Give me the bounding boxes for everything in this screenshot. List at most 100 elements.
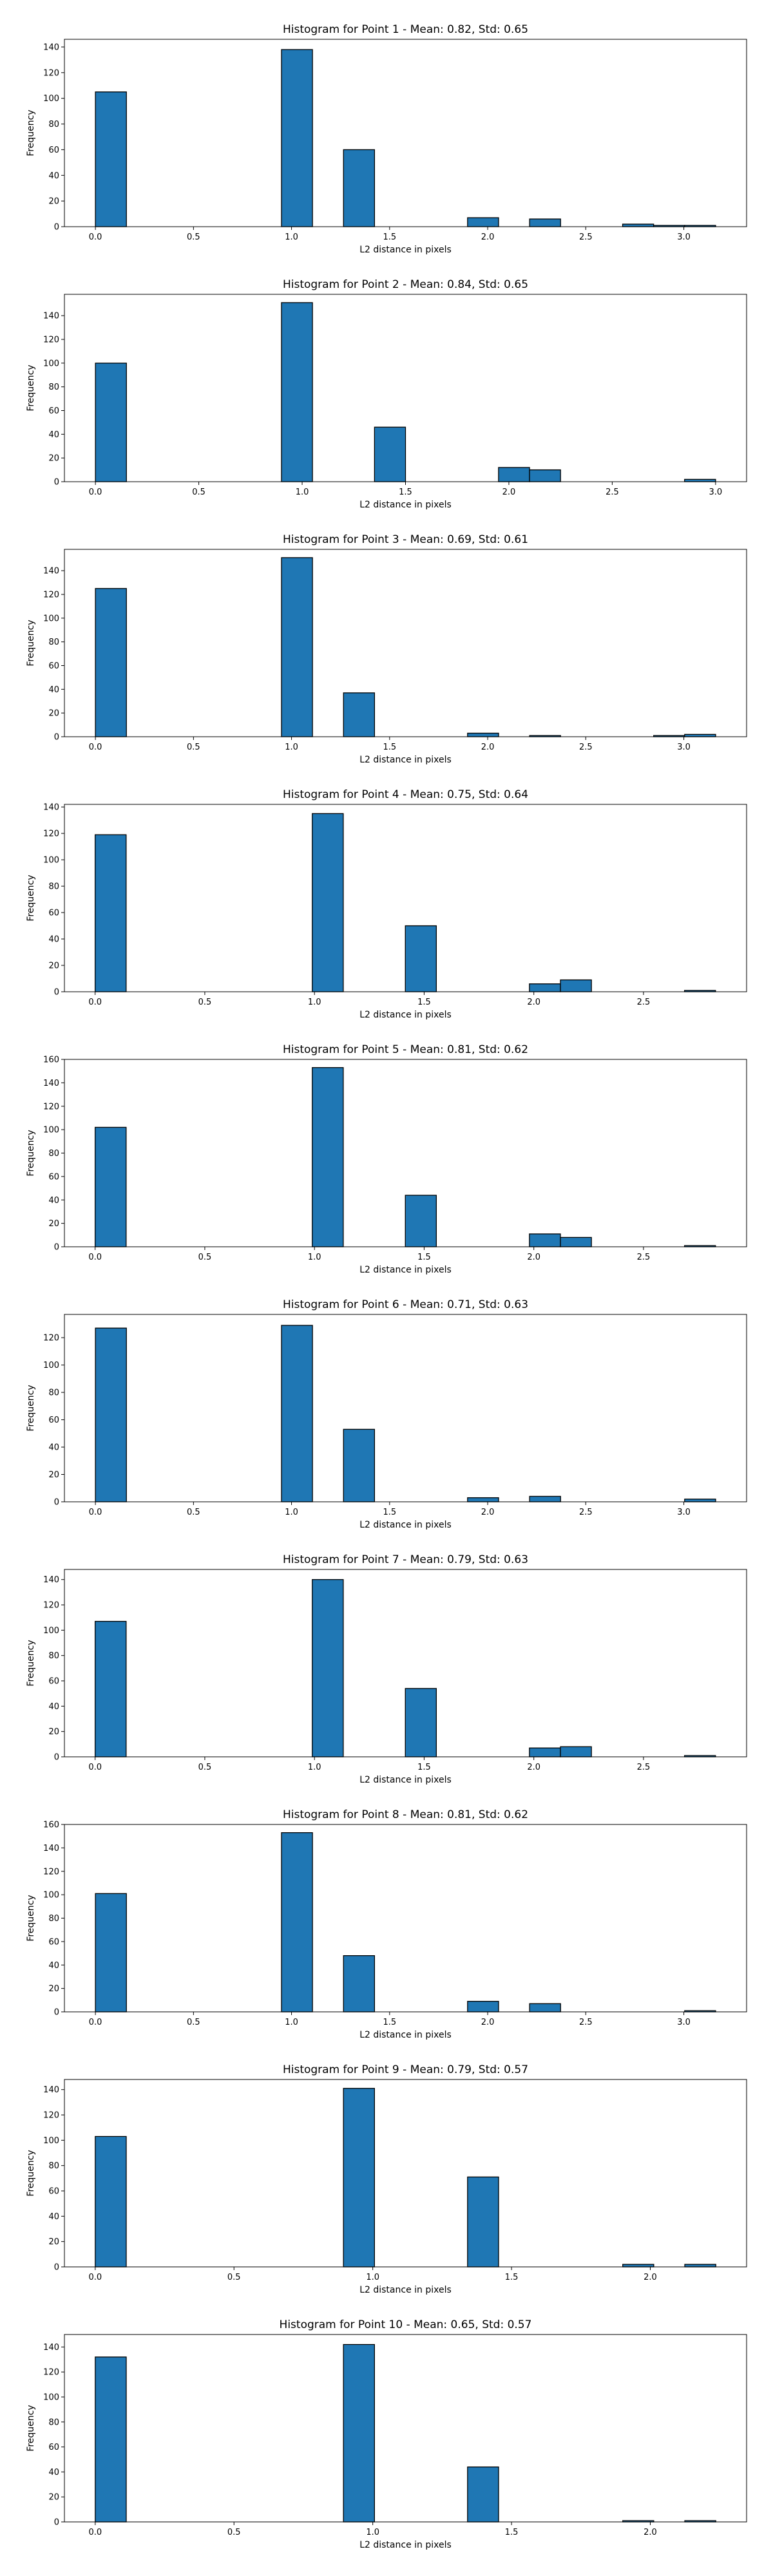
histogram-bar (560, 1236, 592, 1247)
histogram-bar (684, 478, 716, 482)
histogram-bar (622, 2264, 654, 2268)
x-tick-label: 0.5 (227, 2273, 241, 2282)
y-tick-label: 40 (48, 1961, 59, 1971)
y-tick-label: 120 (43, 1601, 59, 1611)
histogram-bar (281, 49, 313, 227)
y-axis-label: Frequency (26, 365, 36, 411)
x-axis-label: L2 distance in pixels (359, 2030, 452, 2040)
x-tick-label: 1.0 (296, 488, 309, 497)
x-tick-label: 1.0 (308, 1763, 321, 1772)
y-tick-label: 20 (48, 454, 59, 464)
plot-frame (64, 2079, 747, 2268)
x-tick-label: 0.5 (198, 1763, 212, 1772)
x-tick-label: 2.5 (637, 1763, 651, 1772)
x-tick-label: 1.0 (366, 2273, 379, 2282)
histogram-bar (467, 2000, 499, 2012)
y-tick-label: 140 (43, 1079, 59, 1088)
histogram-bar (560, 1746, 592, 1757)
plot-frame (64, 549, 747, 737)
histogram-bar (343, 2344, 375, 2523)
x-tick-label: 2.0 (481, 232, 495, 242)
x-tick-label: 0.5 (187, 2018, 200, 2027)
y-tick-label: 100 (43, 1361, 59, 1370)
y-axis-label: Frequency (26, 1130, 36, 1176)
x-tick-label: 0.0 (88, 2273, 102, 2282)
chart-title: Histogram for Point 6 - Mean: 0.71, Std:… (283, 1298, 528, 1311)
y-tick-label: 80 (48, 1651, 59, 1661)
plot-frame (64, 1314, 747, 1502)
y-tick-label: 120 (43, 590, 59, 600)
x-axis-label: L2 distance in pixels (359, 1520, 452, 1530)
y-tick-label: 0 (54, 2263, 59, 2273)
x-tick-label: 1.0 (285, 743, 298, 752)
histogram-bar (95, 588, 127, 737)
y-tick-label: 60 (48, 1172, 59, 1182)
y-tick-label: 80 (48, 638, 59, 647)
histogram-bar (529, 983, 561, 992)
chart-title: Histogram for Point 3 - Mean: 0.69, Std:… (283, 533, 528, 546)
histogram-bar (529, 1495, 561, 1502)
y-axis-label: Frequency (26, 620, 36, 666)
x-tick-label: 1.5 (417, 1763, 431, 1772)
x-tick-label: 2.0 (527, 1253, 540, 1262)
y-axis-label: Frequency (26, 109, 36, 156)
x-tick-label: 0.5 (192, 488, 205, 497)
x-tick-label: 2.5 (579, 743, 593, 752)
chart-title: Histogram for Point 9 - Mean: 0.79, Std:… (283, 2063, 528, 2076)
x-axis-label: L2 distance in pixels (359, 245, 452, 255)
histogram-bar (343, 2088, 375, 2268)
y-tick-label: 60 (48, 146, 59, 155)
histogram-bar (281, 302, 313, 482)
y-tick-label: 80 (48, 1149, 59, 1159)
y-tick-label: 20 (48, 2237, 59, 2247)
histogram-bar (529, 1233, 561, 1247)
y-tick-label: 100 (43, 2393, 59, 2403)
y-tick-label: 100 (43, 856, 59, 866)
x-tick-label: 0.5 (198, 1253, 212, 1262)
histogram-bar (684, 1499, 716, 1502)
y-tick-label: 80 (48, 1914, 59, 1924)
x-tick-label: 1.0 (285, 2018, 298, 2027)
x-tick-label: 1.0 (285, 232, 298, 242)
x-tick-label: 1.5 (383, 2018, 396, 2027)
y-tick-label: 140 (43, 803, 59, 813)
y-tick-label: 40 (48, 2468, 59, 2477)
y-tick-label: 0 (54, 1243, 59, 1253)
y-tick-label: 0 (54, 988, 59, 998)
y-tick-label: 40 (48, 1702, 59, 1712)
y-tick-label: 140 (43, 2343, 59, 2353)
x-tick-label: 0.5 (198, 998, 212, 1007)
y-tick-label: 20 (48, 709, 59, 719)
x-tick-label: 0.0 (88, 2528, 102, 2537)
y-axis-label: Frequency (26, 875, 36, 921)
y-tick-label: 120 (43, 2111, 59, 2121)
y-tick-label: 40 (48, 430, 59, 440)
y-tick-label: 0 (54, 478, 59, 488)
x-tick-label: 2.5 (637, 1253, 651, 1262)
x-tick-label: 2.5 (637, 998, 651, 1007)
x-tick-label: 0.0 (89, 743, 102, 752)
y-axis-label: Frequency (26, 1385, 36, 1431)
histogram-bar (95, 2356, 127, 2523)
x-tick-label: 1.5 (383, 743, 396, 752)
y-tick-label: 60 (48, 1677, 59, 1687)
y-tick-label: 140 (43, 1575, 59, 1585)
y-tick-label: 60 (48, 406, 59, 416)
x-tick-label: 3.0 (677, 1508, 691, 1517)
x-tick-label: 3.0 (677, 743, 691, 752)
y-tick-label: 100 (43, 1891, 59, 1900)
histogram-bar (467, 217, 499, 227)
x-axis-label: L2 distance in pixels (359, 755, 452, 765)
y-tick-label: 120 (43, 1102, 59, 1112)
y-tick-label: 160 (43, 1821, 59, 1830)
histogram-bar (95, 1620, 127, 1757)
y-tick-label: 100 (43, 1626, 59, 1636)
y-tick-label: 100 (43, 94, 59, 104)
y-tick-label: 100 (43, 614, 59, 623)
x-tick-label: 2.5 (579, 232, 593, 242)
y-tick-label: 120 (43, 2368, 59, 2378)
histogram-bar (529, 2003, 561, 2012)
y-tick-label: 60 (48, 1416, 59, 1425)
histogram-bar (312, 813, 344, 992)
